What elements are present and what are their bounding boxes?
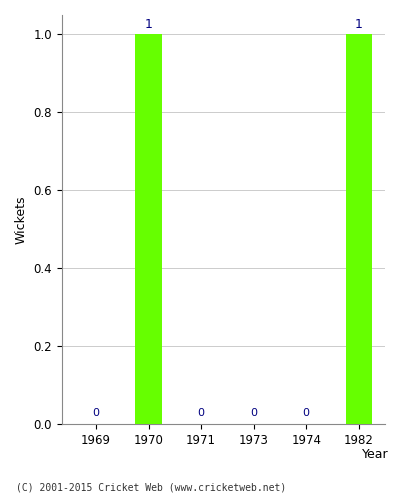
Text: 1: 1 bbox=[145, 18, 152, 32]
Bar bbox=[136, 34, 162, 424]
Text: 0: 0 bbox=[303, 408, 310, 418]
Text: 1: 1 bbox=[355, 18, 363, 32]
Y-axis label: Wickets: Wickets bbox=[15, 195, 28, 244]
X-axis label: Year: Year bbox=[362, 448, 389, 462]
Text: (C) 2001-2015 Cricket Web (www.cricketweb.net): (C) 2001-2015 Cricket Web (www.cricketwe… bbox=[16, 482, 286, 492]
Bar bbox=[346, 34, 372, 424]
Text: 0: 0 bbox=[92, 408, 100, 418]
Text: 0: 0 bbox=[198, 408, 205, 418]
Text: 0: 0 bbox=[250, 408, 257, 418]
